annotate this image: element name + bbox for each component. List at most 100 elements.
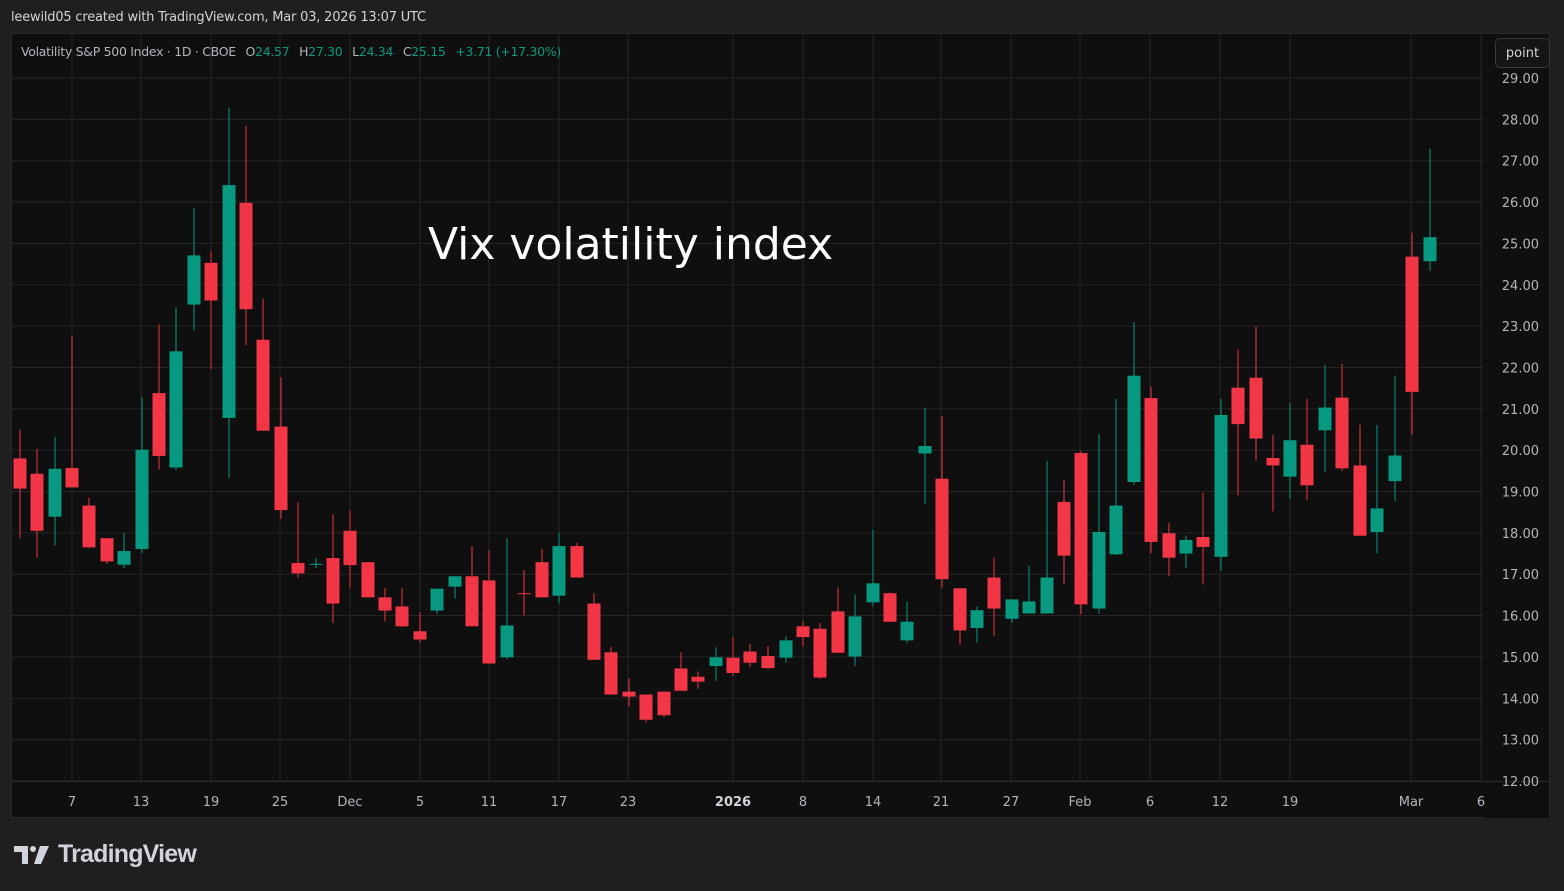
candle xyxy=(796,620,810,647)
candle xyxy=(65,336,79,488)
candle xyxy=(1283,403,1297,499)
candle xyxy=(1144,386,1158,554)
candle xyxy=(517,570,531,616)
candle xyxy=(1040,460,1054,614)
candle xyxy=(848,594,862,666)
price-tick-label: 16.00 xyxy=(1502,610,1539,625)
time-axis[interactable]: 7 13 19 25 Dec 5 11 17 23 2026 8 14 21 27 Feb 6 12 19 Mar 6 xyxy=(68,795,1485,810)
candle xyxy=(987,557,1001,636)
time-tick-label: 14 xyxy=(865,795,882,810)
price-unit-button[interactable]: point xyxy=(1495,38,1550,68)
candle xyxy=(169,307,183,470)
symbol-legend: Volatility S&P 500 Index · 1D · CBOE O 24… xyxy=(21,44,561,59)
candle xyxy=(1022,565,1036,614)
candle xyxy=(1266,434,1280,512)
tradingview-brand[interactable]: TradingView xyxy=(14,840,197,869)
candle xyxy=(1162,522,1176,577)
time-tick-label: 17 xyxy=(551,795,568,810)
candle xyxy=(1057,479,1071,585)
time-tick-label: 7 xyxy=(68,795,76,810)
time-tick-label: 5 xyxy=(416,795,424,810)
time-tick-label: 6 xyxy=(1477,795,1485,810)
candle xyxy=(1179,535,1193,568)
candle xyxy=(1388,375,1402,502)
candle xyxy=(639,694,653,723)
candle xyxy=(1405,232,1419,435)
low-label: L xyxy=(352,44,359,59)
candle xyxy=(1074,451,1088,615)
candle xyxy=(1335,363,1349,471)
candle xyxy=(761,646,775,669)
candle xyxy=(482,550,496,664)
candle xyxy=(866,529,880,607)
price-tick-label: 25.00 xyxy=(1502,237,1539,252)
time-tick-label: 11 xyxy=(481,795,498,810)
candle xyxy=(622,678,636,707)
brand-name: TradingView xyxy=(58,840,197,868)
candle xyxy=(1318,364,1332,472)
candle xyxy=(552,532,566,604)
price-tick-label: 15.00 xyxy=(1502,651,1539,666)
candle xyxy=(1231,349,1245,496)
time-tick-label: 2026 xyxy=(715,795,751,810)
candles xyxy=(13,107,1437,723)
chart-credit: leewild05 created with TradingView.com, … xyxy=(11,10,426,25)
price-tick-label: 20.00 xyxy=(1502,444,1539,459)
candle xyxy=(1423,148,1437,271)
candle xyxy=(1005,599,1019,623)
candle xyxy=(204,251,218,370)
candle xyxy=(309,558,323,568)
price-tick-label: 18.00 xyxy=(1502,527,1539,542)
candle xyxy=(430,588,444,615)
low-value: 24.34 xyxy=(358,44,394,59)
price-tick-label: 28.00 xyxy=(1502,113,1539,128)
price-axis[interactable]: 29.00 28.00 27.00 26.00 25.00 24.00 23.00 22.00… xyxy=(1502,72,1539,790)
candle xyxy=(918,407,932,504)
time-tick-label: 13 xyxy=(133,795,150,810)
candle xyxy=(674,652,688,691)
candle xyxy=(500,538,514,660)
candle xyxy=(779,636,793,663)
candle xyxy=(291,502,305,578)
price-tick-label: 17.00 xyxy=(1502,568,1539,583)
candle xyxy=(1196,492,1210,585)
candle xyxy=(709,647,723,681)
high-value: 27.30 xyxy=(308,44,343,59)
candle xyxy=(222,107,236,478)
candle xyxy=(831,587,845,653)
open-label: O xyxy=(245,44,256,59)
price-tick-label: 27.00 xyxy=(1502,155,1539,170)
close-label: C xyxy=(402,44,412,59)
candle xyxy=(48,436,62,546)
candle xyxy=(395,588,409,628)
candle xyxy=(361,562,375,598)
price-tick-label: 26.00 xyxy=(1502,196,1539,211)
candle xyxy=(378,588,392,622)
candle xyxy=(691,671,705,689)
candle xyxy=(30,448,44,558)
time-tick-label: Feb xyxy=(1068,795,1091,810)
time-tick-label: 8 xyxy=(799,795,807,810)
candle xyxy=(343,510,357,588)
change-value: +3.71 (+17.30%) xyxy=(455,44,561,59)
candle xyxy=(274,376,288,519)
price-tick-label: 14.00 xyxy=(1502,692,1539,707)
candle xyxy=(604,646,618,695)
candle xyxy=(135,396,149,554)
candle xyxy=(1300,398,1314,500)
chart-annotation: Vix volatility index xyxy=(428,219,833,270)
candle xyxy=(813,622,827,679)
candle xyxy=(970,606,984,643)
symbol-name: Volatility S&P 500 Index · 1D · CBOE xyxy=(21,44,236,59)
candle xyxy=(953,588,967,645)
candle xyxy=(100,538,114,564)
time-tick-label: 6 xyxy=(1146,795,1154,810)
time-tick-label: Mar xyxy=(1399,795,1424,810)
price-tick-label: 13.00 xyxy=(1502,734,1539,749)
candle xyxy=(13,429,27,539)
candle xyxy=(1109,398,1123,556)
time-tick-label: 19 xyxy=(1282,795,1299,810)
candle xyxy=(1370,424,1384,554)
time-tick-label: 19 xyxy=(203,795,220,810)
